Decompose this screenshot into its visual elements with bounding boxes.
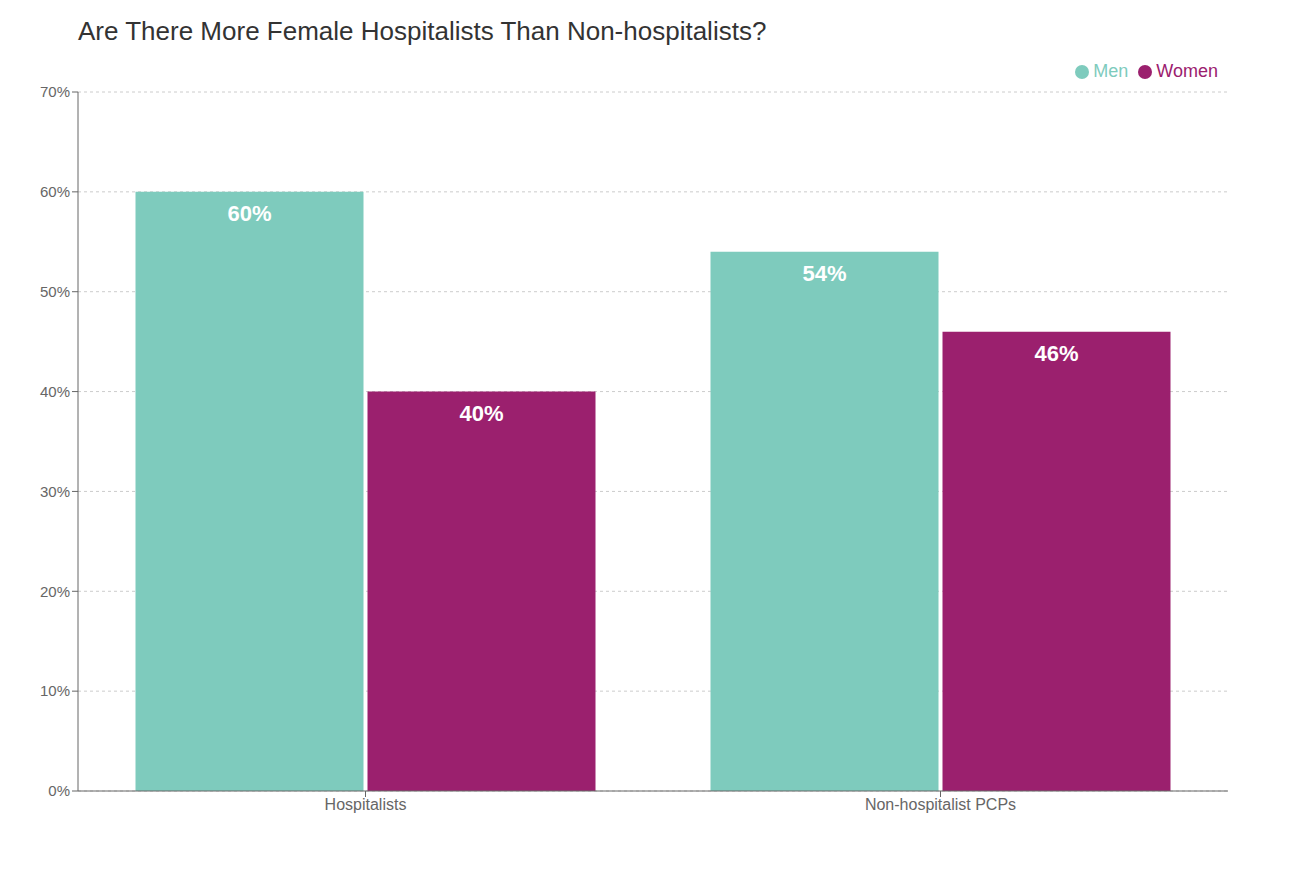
html-text:Women: Women [1156,61,1218,81]
svg-text:46%: 46% [1034,341,1078,366]
html-text:Men: Men [1093,61,1129,81]
svg-text:54%: 54% [802,261,846,286]
svg-text:70%: 70% [40,83,70,100]
svg-text:Non-hospitalist PCPs: Non-hospitalist PCPs [865,796,1016,813]
svg-text:40%: 40% [40,383,70,400]
svg-text:60%: 60% [40,183,70,200]
svg-text:10%: 10% [40,682,70,699]
svg-text:30%: 30% [40,483,70,500]
svg-text:20%: 20% [40,583,70,600]
svg-text:50%: 50% [40,283,70,300]
svg-text:60%: 60% [227,201,271,226]
svg-text:0%: 0% [48,782,70,799]
svg-text:40%: 40% [459,401,503,426]
svg-text:Hospitalists: Hospitalists [325,796,407,813]
html-text:Are There More Female Hospital: Are There More Female Hospitalists Than … [78,16,767,46]
